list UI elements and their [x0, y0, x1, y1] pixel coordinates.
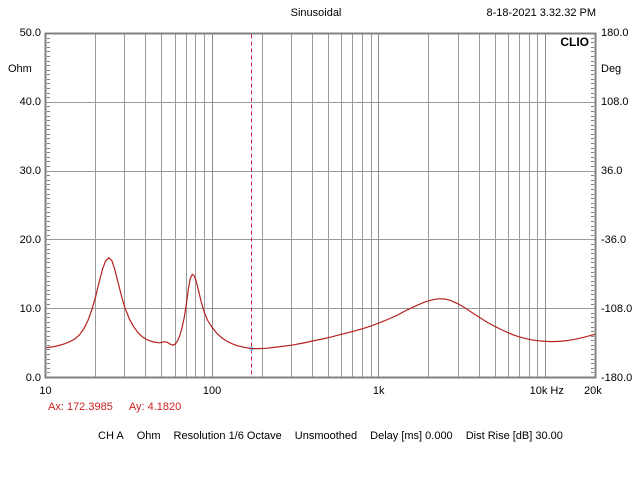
status-segment: Delay [ms] 0.000 [370, 430, 453, 442]
right-axis-label: -180.0 [601, 372, 633, 384]
x-axis-label: 20k [584, 385, 602, 397]
x-axis-label: 10 [39, 385, 52, 397]
status-segment: Ohm [136, 430, 161, 442]
left-axis-label: 0.0 [25, 372, 41, 384]
right-axis-unit-label: Deg [601, 63, 622, 75]
right-axis-label: -36.0 [601, 234, 627, 246]
plot-border [44, 32, 597, 379]
right-axis-label: 108.0 [601, 96, 629, 108]
right-axis-label: 36.0 [601, 165, 623, 177]
cursor-readout: Ax: 172.3985 Ay: 4.1820 [48, 401, 197, 413]
stimulus-label: Sinusoidal [290, 7, 342, 19]
clio-brand-label: CLIO [558, 35, 591, 49]
status-segment: Dist Rise [dB] 30.00 [465, 430, 563, 442]
measurement-status-line: CH A Ohm Resolution 1/6 Octave Unsmoothed De… [98, 430, 576, 442]
left-axis-label: 40.0 [19, 96, 41, 108]
measurement-datetime: 8-18-2021 3.32.32 PM [486, 7, 596, 19]
right-axis-label: -108.0 [601, 303, 633, 315]
impedance-curve [45, 256, 596, 350]
left-axis-label: 10.0 [19, 303, 41, 315]
cursor-readout-ay: Ay: 4.1820 [128, 401, 182, 413]
right-axis-label: 180.0 [601, 27, 629, 39]
status-segment: CH A [98, 430, 124, 442]
left-axis-label: 20.0 [19, 234, 41, 246]
status-segment: Unsmoothed [294, 430, 358, 442]
x-axis-label: 1k [372, 385, 385, 397]
left-axis-label: 30.0 [19, 165, 41, 177]
left-axis-unit-label: Ohm [8, 63, 32, 75]
status-segment: Resolution 1/6 Octave [173, 430, 282, 442]
x-axis-label: 10k Hz [529, 385, 564, 397]
left-axis-label: 50.0 [19, 27, 41, 39]
x-axis-label: 100 [202, 385, 222, 397]
cursor-readout-ax: Ax: 172.3985 [48, 401, 113, 413]
